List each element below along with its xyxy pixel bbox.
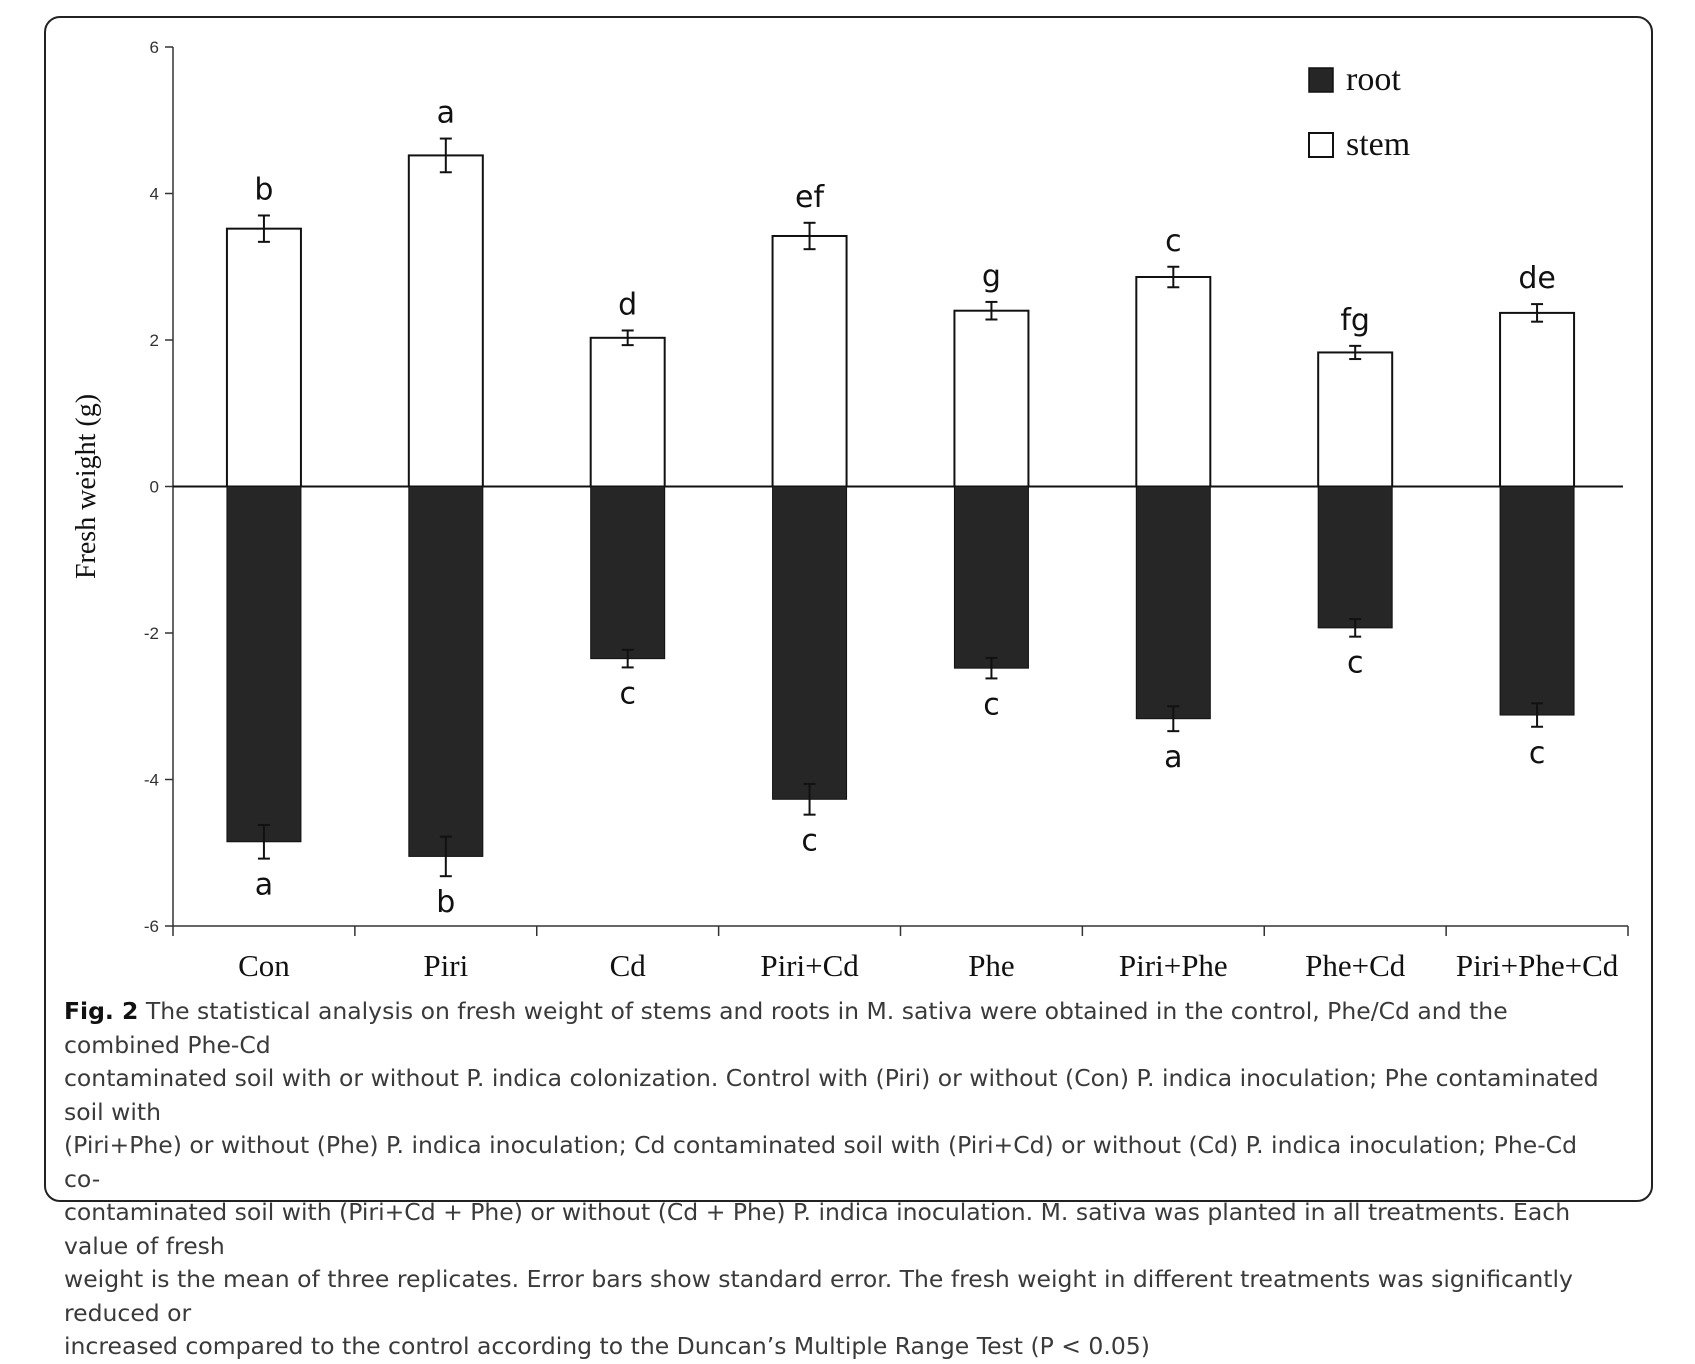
- root-bar: [590, 486, 666, 660]
- stem-significance-letter: b: [254, 172, 273, 207]
- stem-significance-letter: c: [1165, 224, 1182, 259]
- stem-bar: [953, 309, 1030, 488]
- x-category-label: Con: [238, 948, 290, 983]
- chart-labels: b a Con a b Piri d c Cd ef c Piri+Cd g c Phe c a Piri+Phe…: [238, 96, 1619, 983]
- stem-bar: [407, 154, 484, 488]
- x-category-label: Phe: [968, 948, 1015, 983]
- root-bar: [1135, 486, 1211, 720]
- stem-significance-letter: d: [618, 287, 637, 322]
- y-tick-label: -2: [144, 624, 159, 643]
- x-category-label: Piri+Cd: [760, 948, 859, 983]
- stem-bar: [225, 227, 302, 488]
- legend-swatch-root: [1308, 67, 1334, 93]
- x-category-label: Piri+Phe: [1119, 948, 1228, 983]
- y-tick-label: 2: [150, 331, 159, 350]
- stem-significance-letter: ef: [795, 180, 825, 215]
- stem-significance-letter: g: [982, 259, 1001, 294]
- stem-significance-letter: a: [437, 96, 455, 131]
- caption-line-3: (Piri+Phe) or without (Phe) P. indica in…: [64, 1131, 1577, 1193]
- stem-bar: [1135, 276, 1212, 488]
- root-significance-letter: c: [1529, 736, 1546, 771]
- root-significance-letter: c: [1347, 646, 1364, 681]
- root-significance-letter: a: [255, 868, 273, 903]
- caption-fig-label: Fig. 2: [64, 997, 139, 1025]
- root-significance-letter: a: [1164, 740, 1182, 775]
- stem-bar: [589, 336, 666, 488]
- x-category-label: Cd: [610, 948, 647, 983]
- caption-line-2: contaminated soil with or without P. ind…: [64, 1064, 1599, 1126]
- legend-swatch-stem: [1308, 132, 1334, 158]
- caption-line-6: increased compared to the control accord…: [64, 1332, 1150, 1360]
- x-category-label: Piri+Phe+Cd: [1456, 948, 1619, 983]
- root-bar: [226, 486, 302, 843]
- root-significance-letter: c: [801, 824, 818, 859]
- caption-line-5: weight is the mean of three replicates. …: [64, 1265, 1573, 1327]
- legend-label-stem: stem: [1346, 126, 1410, 163]
- root-bar: [772, 486, 848, 800]
- chart-legend: root stem: [1308, 61, 1410, 163]
- root-significance-letter: c: [619, 676, 636, 711]
- y-tick-label: -4: [144, 771, 159, 790]
- figure-caption: Fig. 2 The statistical analysis on fresh…: [64, 995, 1604, 1364]
- bar-chart: 6 4 2 0 -2 -4 -6 Fresh weight (g) b a Con a b Piri d c…: [71, 38, 1629, 983]
- y-tick-label: 0: [150, 478, 159, 497]
- y-axis-title: Fresh weight (g): [71, 394, 102, 579]
- chart-axes: 6 4 2 0 -2 -4 -6 Fresh weight (g): [71, 38, 1629, 936]
- root-bar: [408, 486, 484, 857]
- chart-bars: [225, 137, 1576, 878]
- stem-bar: [771, 234, 848, 488]
- x-category-label: Phe+Cd: [1305, 948, 1406, 983]
- stem-significance-letter: fg: [1340, 303, 1370, 338]
- legend-label-root: root: [1346, 61, 1401, 98]
- y-tick-label: 6: [150, 38, 159, 57]
- stem-bar: [1317, 351, 1394, 488]
- root-significance-letter: c: [983, 687, 1000, 722]
- y-tick-label: 4: [150, 185, 159, 204]
- root-significance-letter: b: [436, 885, 455, 920]
- root-bar: [1317, 486, 1393, 629]
- root-bar: [953, 486, 1029, 669]
- x-category-label: Piri: [423, 948, 468, 983]
- y-tick-label: -6: [144, 917, 159, 936]
- stem-bar: [1499, 311, 1576, 488]
- root-bar: [1499, 486, 1575, 716]
- caption-line-1: The statistical analysis on fresh weight…: [64, 997, 1508, 1059]
- stem-significance-letter: de: [1518, 261, 1556, 296]
